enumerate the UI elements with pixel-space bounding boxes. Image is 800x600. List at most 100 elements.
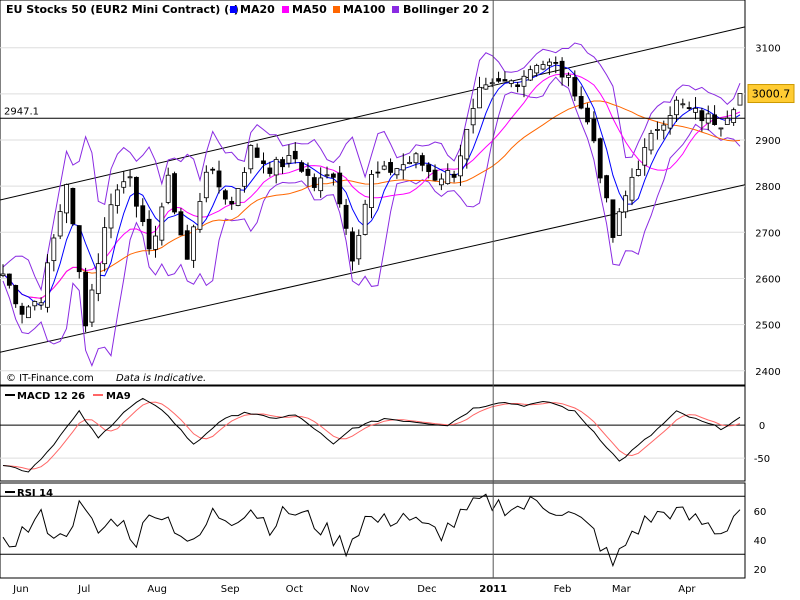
macd-panel: 0 -50 MACD 12 26 MA9 — [0, 385, 770, 482]
x-tick-label: Oct — [286, 584, 303, 595]
candle-body — [712, 114, 717, 125]
candle-body — [299, 162, 305, 172]
candle-body — [261, 160, 266, 165]
candle-body — [400, 164, 406, 171]
bollinger-lower — [2, 76, 741, 367]
candle-body — [464, 128, 470, 160]
candle-body — [26, 306, 31, 319]
candle-body — [413, 153, 419, 164]
candle-body — [70, 187, 76, 225]
candle-body — [127, 176, 133, 179]
candle-body — [242, 172, 247, 187]
candle-body — [362, 203, 368, 235]
candle-body — [6, 273, 12, 286]
candle-body — [489, 82, 495, 85]
rsi-tick-label: 60 — [754, 507, 767, 518]
candle-body — [13, 285, 19, 305]
candle-body — [426, 164, 432, 173]
candle-body — [502, 79, 508, 82]
x-tick-label: Jul — [77, 584, 90, 595]
rsi-panel: 60 40 20 RSI 14 — [0, 482, 767, 579]
candle-body — [248, 145, 254, 170]
candle-body — [388, 162, 393, 173]
candle-body — [318, 177, 324, 192]
candle-body — [553, 62, 559, 64]
candle-body — [445, 170, 451, 185]
candle-body — [203, 171, 209, 199]
candle-body — [483, 84, 489, 90]
candle-body — [89, 289, 95, 323]
candle-body — [76, 225, 82, 273]
watermark: © IT-Finance.com — [6, 373, 94, 384]
candle-body — [731, 109, 737, 123]
candle-body — [369, 174, 374, 209]
candle-body — [121, 181, 127, 188]
candle-body — [0, 273, 6, 276]
price-tick-label: 3100 — [755, 44, 780, 55]
candle-body — [337, 172, 343, 205]
candle-body — [724, 117, 730, 125]
candle-body — [470, 108, 476, 126]
candle-body — [95, 263, 101, 294]
candle-body — [616, 211, 622, 236]
legend-ma20: MA20 — [240, 3, 275, 16]
candle-body — [585, 107, 590, 123]
x-tick-label: Dec — [417, 584, 436, 595]
candle-body — [172, 173, 177, 213]
price-tick-label: 2500 — [755, 321, 780, 332]
x-tick-label: Jun — [12, 584, 29, 595]
candle-body — [515, 84, 521, 87]
macd-legend: MACD 12 26 — [17, 391, 85, 402]
candle-body — [267, 167, 273, 174]
price-tick-label: 2900 — [755, 136, 780, 147]
candle-body — [540, 64, 546, 70]
x-tick-label: 2011 — [479, 584, 507, 595]
candle-body — [458, 155, 463, 177]
candle-body — [229, 200, 235, 205]
candle-body — [559, 60, 565, 78]
candle-body — [159, 206, 165, 241]
candle-body — [51, 237, 57, 262]
candle-body — [178, 211, 184, 236]
candle-body — [235, 188, 241, 206]
candle-body — [191, 226, 197, 261]
rsi-legend: RSI 14 — [17, 488, 53, 499]
candle-body — [438, 178, 444, 186]
candle-body — [64, 184, 69, 214]
candle-body — [330, 173, 336, 178]
data-note: Data is Indicative. — [116, 373, 206, 384]
candle-body — [693, 107, 698, 113]
x-tick-label: Mar — [612, 584, 632, 595]
reference-line-label: 2947.1 — [4, 106, 39, 117]
x-tick-label: Feb — [554, 584, 572, 595]
candle-body — [674, 99, 679, 116]
candle-body — [153, 235, 158, 250]
candle-body — [661, 124, 667, 131]
price-tick-label: 2600 — [755, 274, 780, 285]
x-tick-label: Aug — [147, 584, 167, 595]
rsi-tick-label: 20 — [754, 565, 767, 576]
legend-ma50: MA50 — [292, 3, 327, 16]
candle-body — [686, 107, 692, 109]
candle-body — [527, 69, 533, 81]
candle-body — [280, 159, 285, 168]
macd-tick-label: -50 — [754, 454, 770, 465]
candle-body — [597, 138, 603, 179]
price-panel: 31003000290028002700260025002400 2947.1 … — [0, 0, 795, 386]
candle-body — [718, 127, 724, 130]
bollinger-upper — [2, 42, 741, 292]
candle-body — [216, 170, 222, 188]
last-value-box — [747, 84, 795, 104]
ma9-line — [2, 401, 741, 470]
candle-body — [305, 168, 311, 176]
x-tick-label: Nov — [350, 584, 370, 595]
macd-line — [2, 397, 741, 473]
legend-bollinger: Bollinger 20 2 — [403, 3, 489, 16]
legend-ma100: MA100 — [343, 3, 386, 16]
price-tick-label: 2700 — [755, 228, 780, 239]
candle-body — [680, 103, 686, 106]
price-tick-label: 2400 — [755, 367, 780, 378]
candle-body — [83, 271, 88, 327]
candle-body — [534, 65, 540, 74]
